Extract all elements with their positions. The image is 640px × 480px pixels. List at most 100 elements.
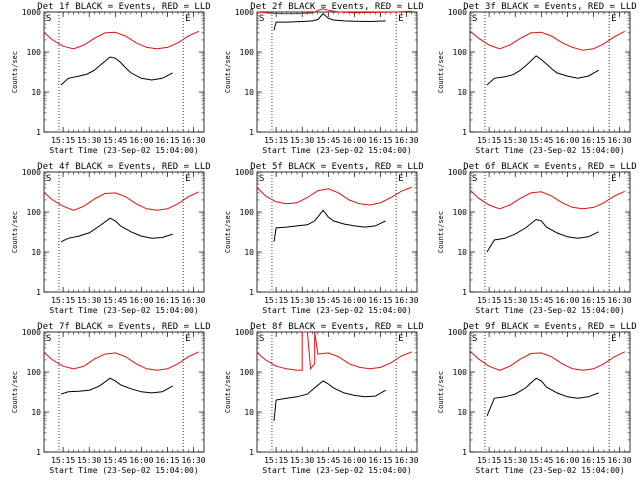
lld-series-line (469, 30, 626, 51)
y-tick-label: 1 (462, 128, 467, 137)
x-tick-label: 15:45 (316, 136, 340, 145)
end-marker-label: E (398, 14, 403, 24)
y-tick-label: 100 (453, 48, 468, 57)
y-tick-label: 1000 (235, 8, 254, 17)
x-tick-label: 15:15 (477, 296, 501, 305)
chart-title: Det 2f BLACK = Events, RED = LLD (250, 2, 423, 12)
end-marker-label: E (398, 334, 403, 344)
y-axis-label: Counts/sec (11, 211, 19, 253)
y-axis-label: Counts/sec (224, 371, 232, 413)
y-tick-label: 100 (27, 208, 42, 217)
x-tick-label: 15:15 (51, 136, 75, 145)
y-axis-label: Counts/sec (437, 371, 445, 413)
x-tick-label: 16:30 (182, 456, 206, 465)
x-tick-label: 16:30 (608, 296, 632, 305)
x-axis-label: Start Time (23-Sep-02 15:04:00) (475, 466, 624, 475)
x-tick-label: 15:45 (529, 296, 553, 305)
x-axis-label: Start Time (23-Sep-02 15:04:00) (262, 466, 411, 475)
x-axis-label: Start Time (23-Sep-02 15:04:00) (49, 466, 198, 475)
x-axis-label: Start Time (23-Sep-02 15:04:00) (262, 146, 411, 155)
events-series-line (486, 377, 599, 417)
chart-title: Det 5f BLACK = Events, RED = LLD (250, 162, 423, 172)
x-tick-label: 15:45 (316, 296, 340, 305)
chart-panel-3: Det 3f BLACK = Events, RED = LLD 1 10 100 10… (437, 2, 637, 155)
x-tick-label: 15:30 (290, 456, 314, 465)
y-tick-label: 10 (31, 408, 41, 417)
y-tick-label: 1000 (235, 328, 254, 337)
y-tick-label: 100 (453, 208, 468, 217)
x-tick-label: 16:15 (368, 456, 392, 465)
x-axis-label: Start Time (23-Sep-02 15:04:00) (475, 146, 624, 155)
x-tick-label: 16:15 (368, 296, 392, 305)
y-tick-label: 10 (244, 408, 254, 417)
y-tick-label: 1 (249, 128, 254, 137)
y-axis-label: Counts/sec (224, 211, 232, 253)
y-tick-label: 1000 (448, 168, 467, 177)
plot-frame (43, 171, 205, 293)
y-tick-label: 1000 (22, 8, 41, 17)
y-tick-label: 1 (249, 448, 254, 457)
x-tick-label: 16:30 (395, 456, 419, 465)
events-series-line (60, 56, 173, 86)
x-tick-label: 16:00 (555, 296, 579, 305)
y-tick-label: 1 (249, 288, 254, 297)
x-tick-label: 16:00 (555, 456, 579, 465)
lld-series-line (257, 8, 412, 15)
x-tick-label: 15:30 (503, 296, 527, 305)
plot-frame (256, 11, 418, 133)
y-tick-label: 100 (240, 368, 255, 377)
plot-frame (43, 331, 205, 453)
y-tick-label: 100 (27, 48, 42, 57)
x-tick-label: 15:15 (51, 456, 75, 465)
x-tick-label: 15:30 (290, 296, 314, 305)
y-tick-label: 100 (27, 368, 42, 377)
plot-frame (469, 11, 631, 133)
x-tick-label: 16:15 (155, 456, 179, 465)
end-marker-label: E (611, 334, 616, 344)
chart-title: Det 8f BLACK = Events, RED = LLD (250, 322, 423, 332)
start-marker-label: S (259, 334, 264, 344)
x-tick-label: 15:15 (264, 136, 288, 145)
start-marker-label: S (472, 14, 477, 24)
x-tick-label: 16:15 (155, 296, 179, 305)
plot-frame (256, 171, 418, 293)
x-tick-label: 15:45 (529, 456, 553, 465)
x-tick-label: 16:15 (368, 136, 392, 145)
y-tick-label: 1000 (22, 168, 41, 177)
x-tick-label: 15:30 (77, 456, 101, 465)
chart-title: Det 1f BLACK = Events, RED = LLD (37, 2, 210, 12)
x-tick-label: 15:15 (264, 296, 288, 305)
x-tick-label: 16:00 (129, 136, 153, 145)
x-tick-label: 16:30 (608, 136, 632, 145)
plot-frame (469, 331, 631, 453)
y-tick-label: 10 (457, 248, 467, 257)
y-tick-label: 10 (457, 88, 467, 97)
end-marker-label: E (611, 174, 616, 184)
x-tick-label: 16:30 (182, 136, 206, 145)
start-marker-label: S (46, 174, 51, 184)
x-tick-label: 16:00 (342, 296, 366, 305)
y-tick-label: 1 (462, 288, 467, 297)
y-tick-label: 100 (240, 48, 255, 57)
y-tick-label: 1000 (235, 168, 254, 177)
lld-series-line (43, 191, 200, 211)
plot-frame (469, 171, 631, 293)
x-axis-label: Start Time (23-Sep-02 15:04:00) (475, 306, 624, 315)
x-tick-label: 16:30 (608, 456, 632, 465)
x-tick-label: 16:15 (581, 296, 605, 305)
x-tick-label: 15:30 (77, 296, 101, 305)
lld-series-line (469, 189, 626, 210)
y-axis-label: Counts/sec (224, 51, 232, 93)
x-tick-label: 16:00 (555, 136, 579, 145)
y-tick-label: 100 (240, 208, 255, 217)
y-axis-label: Counts/sec (437, 211, 445, 253)
y-tick-label: 10 (31, 248, 41, 257)
x-tick-label: 16:15 (581, 456, 605, 465)
events-series-line (273, 13, 386, 31)
start-marker-label: S (472, 334, 477, 344)
x-tick-label: 16:00 (129, 296, 153, 305)
x-tick-label: 15:45 (316, 456, 340, 465)
y-tick-label: 10 (244, 248, 254, 257)
y-tick-label: 10 (244, 88, 254, 97)
